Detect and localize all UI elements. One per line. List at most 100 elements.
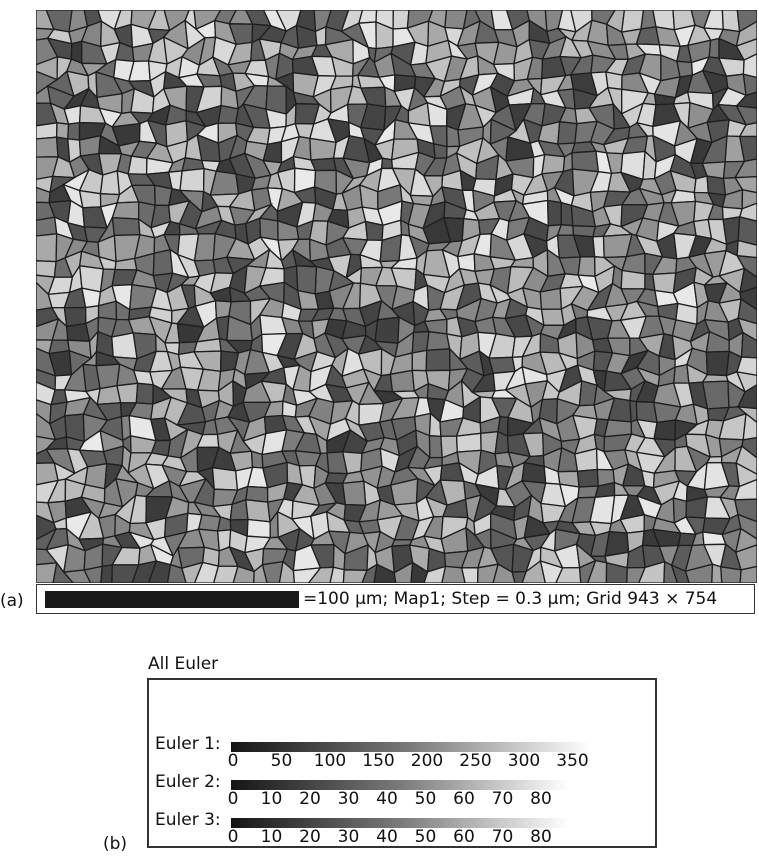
euler-3-tick-label: 80	[530, 827, 552, 847]
grain	[245, 499, 271, 523]
euler-3-tick-label: 30	[337, 827, 360, 847]
grain	[620, 269, 646, 290]
grain	[166, 563, 187, 583]
grain	[521, 559, 546, 583]
grain	[95, 363, 121, 390]
grain	[734, 175, 757, 194]
grain	[555, 566, 582, 583]
grain	[428, 435, 443, 459]
grain	[309, 157, 337, 172]
grain	[737, 216, 757, 246]
grain	[738, 122, 757, 138]
grain	[62, 569, 92, 583]
grain	[592, 235, 605, 259]
grain	[197, 514, 222, 532]
grain	[705, 455, 723, 464]
grain	[99, 170, 121, 196]
grain	[329, 566, 345, 583]
euler-2-tick-label: 40	[376, 789, 398, 809]
grain	[78, 189, 102, 209]
euler-1-gradient	[231, 742, 591, 752]
grain	[663, 560, 679, 583]
euler-3-tick-label: 40	[376, 827, 398, 847]
grain	[742, 53, 757, 79]
euler-1-tick-label: 0	[227, 751, 239, 771]
grain	[735, 38, 757, 61]
euler-2-row: Euler 2: 0 10 20 30 40 50 60 70 80	[149, 772, 655, 812]
grain	[259, 217, 279, 241]
grain	[36, 122, 58, 140]
euler-2-tick-label: 30	[337, 789, 360, 809]
grain	[111, 201, 140, 220]
grain	[36, 562, 58, 583]
grain	[720, 566, 742, 583]
grain	[460, 567, 479, 583]
grain	[374, 316, 400, 344]
grain	[670, 564, 690, 583]
grain	[736, 239, 757, 259]
euler-3-tick-label: 20	[299, 827, 321, 847]
grain	[741, 436, 757, 459]
grain	[736, 356, 757, 377]
grain	[571, 150, 600, 173]
euler-1-tick-label: 100	[313, 751, 347, 771]
grain	[736, 10, 757, 33]
grain	[381, 157, 394, 170]
grain	[425, 348, 451, 372]
grain	[735, 371, 757, 393]
euler-3-ticks: 0 10 20 30 40 50 60 70 80	[228, 827, 569, 849]
grain	[216, 516, 232, 532]
grain	[557, 120, 578, 145]
grain	[373, 563, 397, 583]
grain	[577, 256, 596, 277]
grain	[135, 382, 154, 405]
grain	[541, 153, 566, 175]
grain	[739, 565, 757, 583]
euler-3-tick-label: 70	[491, 827, 514, 847]
euler-3-gradient	[231, 818, 569, 828]
grain	[309, 137, 337, 161]
scale-bar: =100 µm; Map1; Step = 0.3 µm; Grid 943 ×…	[36, 584, 755, 614]
grain	[441, 565, 466, 583]
euler-2-tick-label: 70	[491, 789, 514, 809]
grain	[364, 220, 384, 242]
grain	[736, 254, 757, 279]
grain	[540, 308, 565, 326]
grain	[706, 175, 727, 196]
grain	[116, 382, 139, 404]
euler-2-gradient	[231, 780, 569, 790]
grain	[492, 563, 516, 583]
grain	[361, 563, 378, 583]
grain	[626, 566, 647, 583]
euler-2-label: Euler 2:	[155, 772, 221, 792]
euler-2-tick-label: 50	[414, 789, 437, 809]
grain	[521, 461, 547, 484]
grain	[36, 216, 58, 237]
grain	[341, 480, 367, 506]
grain	[705, 350, 730, 377]
grain	[676, 60, 694, 78]
grain	[739, 135, 757, 163]
grain	[213, 565, 239, 583]
grain	[605, 71, 623, 91]
euler-2-tick-label: 80	[530, 789, 552, 809]
grain	[737, 317, 757, 342]
grain	[67, 121, 81, 141]
grain	[181, 561, 204, 583]
grain	[81, 287, 102, 309]
euler-1-label: Euler 1:	[155, 734, 221, 754]
grain	[292, 567, 322, 583]
euler-1-tick-label: 300	[507, 751, 541, 771]
grain	[740, 331, 757, 359]
grain	[739, 286, 757, 311]
grain	[488, 356, 516, 374]
grain	[55, 122, 70, 140]
grain	[576, 468, 599, 488]
euler-1-tick-label: 50	[270, 751, 293, 771]
grain	[653, 419, 677, 441]
euler-1-row: Euler 1: 0 50 100 150 200 250 300 350	[149, 734, 655, 774]
grain	[179, 167, 205, 193]
grain	[250, 450, 264, 469]
euler-2-tick-label: 0	[227, 789, 239, 809]
grain	[578, 559, 597, 583]
